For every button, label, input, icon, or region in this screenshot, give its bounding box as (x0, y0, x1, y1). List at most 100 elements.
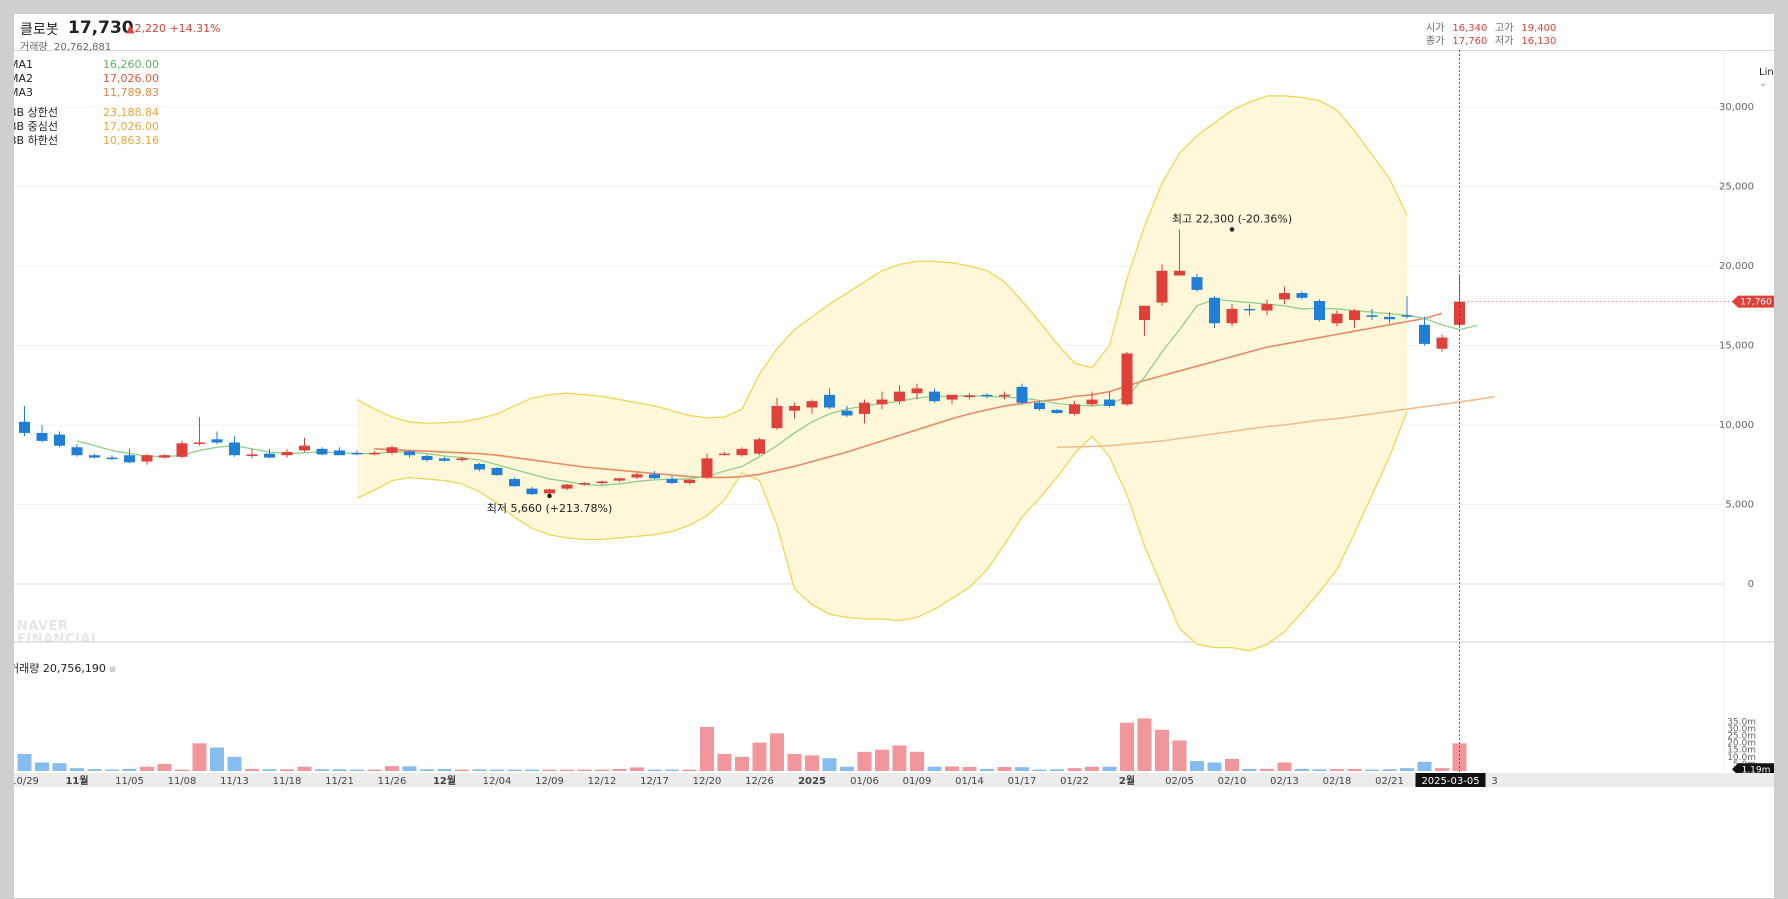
volume-bar (927, 766, 942, 771)
low-price: 저가 16,130 (1495, 36, 1557, 47)
candle-body (369, 452, 380, 455)
volume-bar (420, 769, 434, 771)
current-volume-tag (1732, 763, 1774, 776)
volume-bar (157, 763, 172, 771)
legend-ma3: MA311,789.83 (14, 86, 159, 99)
x-axis-bar (14, 773, 1774, 787)
volume-bar (1277, 762, 1292, 771)
ma3-line (1056, 395, 1495, 449)
candle-body (929, 391, 940, 402)
volume-bar (472, 769, 487, 771)
candle-body (386, 447, 398, 453)
x-tick-label: 02/10 (1218, 776, 1247, 787)
candle-body (1419, 324, 1430, 344)
open-price: 시가 16,340 (1426, 23, 1488, 34)
max-price-label: 최고 22,300 (-20.36%) (1172, 212, 1292, 225)
candle-body (421, 456, 433, 460)
candle-body (19, 421, 30, 433)
volume-tick-label: 15.0m (1727, 746, 1756, 756)
volume-bar (1172, 740, 1187, 771)
volume-bar (770, 733, 784, 771)
candle-body (1069, 404, 1080, 414)
x-tick-label: 11/18 (273, 776, 302, 787)
ma2-line (374, 312, 1443, 479)
volume-bar (455, 769, 469, 771)
candle-body (1174, 270, 1185, 276)
y-tick-label: 30,000 (1719, 102, 1754, 113)
candle-body (1226, 308, 1238, 324)
volume-bar (1207, 762, 1222, 771)
candle-body (1086, 399, 1098, 405)
volume-bar (17, 753, 32, 771)
candle-body (1209, 297, 1220, 324)
chevron-down-icon: ⌄ (1759, 78, 1768, 89)
close-icon[interactable]: ⊗ (108, 665, 117, 675)
candle-body (404, 451, 415, 456)
x-tick-label: 01/14 (955, 776, 984, 787)
x-tick-label: 12/20 (693, 776, 722, 787)
scale-type-selector[interactable]: Linear ⌄ (1759, 67, 1774, 89)
volume-bar (525, 769, 539, 771)
volume-bar (840, 766, 854, 771)
volume-bar (700, 726, 714, 771)
candle-body (841, 410, 853, 416)
candle-body (159, 455, 170, 458)
candle-body (54, 434, 65, 446)
x-tick-label: 12/04 (483, 776, 512, 787)
volume-bar (1225, 758, 1239, 771)
current-price-tag-label: 17,760 (1740, 298, 1772, 308)
candle-body (1279, 293, 1290, 300)
price-change: ▲2,220 +14.31% (126, 22, 221, 35)
candle-body (351, 452, 363, 455)
volume-bar (1050, 769, 1064, 771)
x-tick-label: 11월 (65, 775, 88, 787)
x-tick-label: 11/08 (168, 776, 197, 787)
candle-body (264, 453, 275, 458)
candle-body (1454, 301, 1465, 325)
volume-bar (35, 762, 49, 771)
legend-ma1: MA116,260.00 (14, 58, 159, 71)
volume-bar (647, 769, 662, 771)
high-price: 고가 19,400 (1495, 23, 1557, 34)
volume-bar (630, 767, 644, 771)
candle-body (981, 394, 993, 397)
x-tick-label: 12월 (433, 775, 456, 787)
candle-body (614, 478, 625, 481)
volume-tick-label: 30.0m (1727, 724, 1756, 734)
candle-body (1121, 353, 1133, 405)
volume-bar (1260, 768, 1274, 771)
candle-body (631, 474, 643, 478)
volume-bar (350, 769, 364, 771)
candle-body (544, 489, 555, 494)
candle-body (771, 405, 783, 429)
bb-lower-line (356, 411, 1408, 652)
x-tick-label: 11/21 (325, 776, 354, 787)
volume-bar (822, 758, 837, 771)
volume-bar (1347, 769, 1362, 771)
volume-bar (682, 769, 697, 771)
volume-bar (227, 756, 242, 771)
candle-body (474, 463, 485, 470)
y-tick-label: 10,000 (1719, 420, 1754, 431)
volume-bar (175, 769, 189, 771)
x-tick-label: 01/09 (903, 776, 932, 787)
x-tick-label: 02/18 (1323, 776, 1352, 787)
x-tick-label: 02/13 (1270, 776, 1299, 787)
volume-bar (910, 751, 924, 771)
volume-bar (787, 753, 802, 771)
close-price: 종가 17,760 (1426, 36, 1488, 47)
volume-bar (857, 751, 872, 771)
y-tick-label: 0 (1748, 579, 1754, 590)
candle-body (316, 448, 328, 455)
volume-bar (665, 769, 679, 771)
candle-body (1156, 270, 1168, 303)
volume-panel-title: 거래량 20,756,190 ⊗ (14, 662, 117, 675)
y-tick-label: 25,000 (1719, 182, 1754, 193)
volume-bar (997, 767, 1012, 771)
price-chart[interactable]: 30,000 25,000 20,000 15,000 10,000 5,000 0 35.0… (14, 14, 1774, 898)
candle-body (596, 481, 608, 484)
x-tick-label: 01/22 (1060, 776, 1089, 787)
x-tick-label: 3 (1491, 776, 1497, 787)
candle-body (1261, 304, 1273, 311)
